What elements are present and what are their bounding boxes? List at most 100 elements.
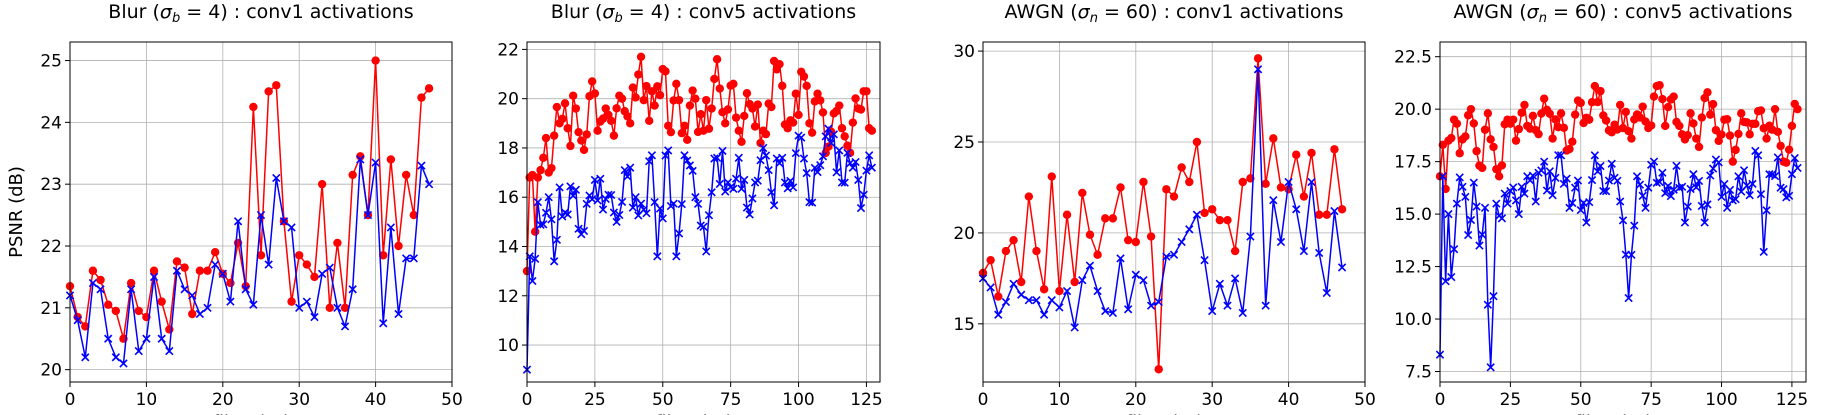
- data-point: [778, 81, 787, 91]
- y-tick-label: 22.5: [1394, 48, 1432, 68]
- subplot-3: 0 10 20 30 40 50 15 20 25 30 filter index AWGN (σn …: [953, 1, 1375, 415]
- data-point: [1078, 188, 1087, 198]
- data-point: [302, 297, 312, 306]
- data-point: [1469, 119, 1478, 128]
- data-point: [737, 137, 746, 146]
- data-point: [568, 91, 578, 100]
- data-point: [1307, 148, 1316, 158]
- data-point: [723, 105, 733, 114]
- data-point: [1441, 277, 1450, 286]
- data-point: [1330, 206, 1339, 216]
- data-point: [574, 224, 583, 233]
- data-point: [1537, 166, 1546, 175]
- data-point: [832, 168, 841, 177]
- y-tick-label: 25: [40, 52, 62, 72]
- data-point: [1734, 129, 1743, 139]
- data-point: [1737, 109, 1746, 118]
- data-point: [287, 223, 296, 232]
- data-point: [1784, 145, 1794, 154]
- data-point: [348, 170, 357, 180]
- data-point: [612, 104, 621, 113]
- x-tick-label: 0: [978, 390, 989, 410]
- data-point: [1458, 182, 1467, 191]
- data-point: [241, 285, 250, 294]
- data-point: [1085, 230, 1095, 239]
- data-point: [272, 81, 281, 90]
- data-point: [1703, 88, 1712, 97]
- data-point: [1085, 261, 1095, 270]
- plot-frame: [526, 41, 881, 383]
- data-point: [1108, 308, 1118, 318]
- data-point: [1517, 182, 1526, 191]
- data-point: [574, 127, 583, 137]
- data-point: [837, 178, 847, 187]
- data-point: [1613, 176, 1622, 185]
- data-point: [647, 87, 657, 96]
- data-point: [628, 83, 638, 92]
- data-point: [1675, 121, 1684, 131]
- data-point: [1497, 214, 1507, 223]
- data-point: [218, 269, 227, 278]
- data-point: [1139, 177, 1148, 187]
- data-point: [1292, 150, 1301, 159]
- data-point: [1223, 215, 1232, 225]
- data-point: [210, 247, 220, 257]
- data-point: [835, 146, 844, 155]
- x-tick-label: 25: [1500, 390, 1522, 410]
- data-point: [1756, 106, 1766, 115]
- data-point: [1568, 137, 1577, 146]
- x-axis-label: filter index: [213, 412, 310, 415]
- data-point: [702, 247, 711, 256]
- data-point: [994, 292, 1003, 301]
- data-point: [1200, 208, 1209, 218]
- y-tick-label: 12: [497, 287, 519, 307]
- y-axis-label: PSNR (dB): [6, 166, 27, 258]
- data-point: [1694, 142, 1704, 152]
- series-line: [69, 60, 430, 339]
- data-point: [1447, 272, 1456, 282]
- data-point: [1545, 109, 1555, 118]
- data-point: [645, 157, 654, 166]
- data-point: [672, 79, 681, 89]
- data-point: [233, 217, 243, 226]
- data-point: [249, 300, 258, 309]
- data-point: [528, 276, 537, 286]
- data-point: [986, 283, 995, 292]
- data-point: [1548, 191, 1557, 200]
- data-point: [639, 95, 648, 105]
- data-point: [1062, 286, 1072, 296]
- data-point: [1728, 157, 1738, 166]
- x-tick-label: 50: [1354, 390, 1376, 410]
- data-point: [644, 116, 654, 126]
- series-red: [1435, 81, 1802, 194]
- data-point: [1093, 286, 1102, 296]
- x-tick-label: 75: [720, 390, 742, 410]
- data-point: [1489, 291, 1498, 301]
- data-point: [1689, 119, 1698, 128]
- data-point: [371, 158, 380, 167]
- x-tick-label: 100: [782, 390, 814, 410]
- data-point: [1779, 184, 1788, 194]
- data-point: [813, 89, 822, 98]
- y-tick-label: 18: [497, 139, 519, 159]
- data-point: [1652, 178, 1661, 187]
- data-point: [775, 59, 784, 69]
- data-point: [1169, 192, 1179, 201]
- data-point: [1745, 191, 1754, 200]
- data-point: [1751, 119, 1760, 129]
- data-point: [552, 102, 562, 112]
- data-point: [1500, 189, 1509, 198]
- data-point: [620, 165, 629, 175]
- x-tick-label: 30: [288, 390, 310, 410]
- subplot-2: 0 25 50 75 100 125 10 12 14 16 18 20 22 filter index B…: [497, 1, 882, 415]
- data-point: [807, 198, 817, 207]
- data-point: [1208, 306, 1217, 316]
- data-point: [1742, 181, 1752, 190]
- data-point: [702, 95, 711, 105]
- data-point: [1230, 246, 1240, 256]
- x-tick-label: 75: [1640, 390, 1662, 410]
- data-point: [661, 67, 670, 76]
- data-point: [560, 99, 570, 108]
- data-point: [1700, 218, 1709, 227]
- data-point: [1556, 151, 1566, 160]
